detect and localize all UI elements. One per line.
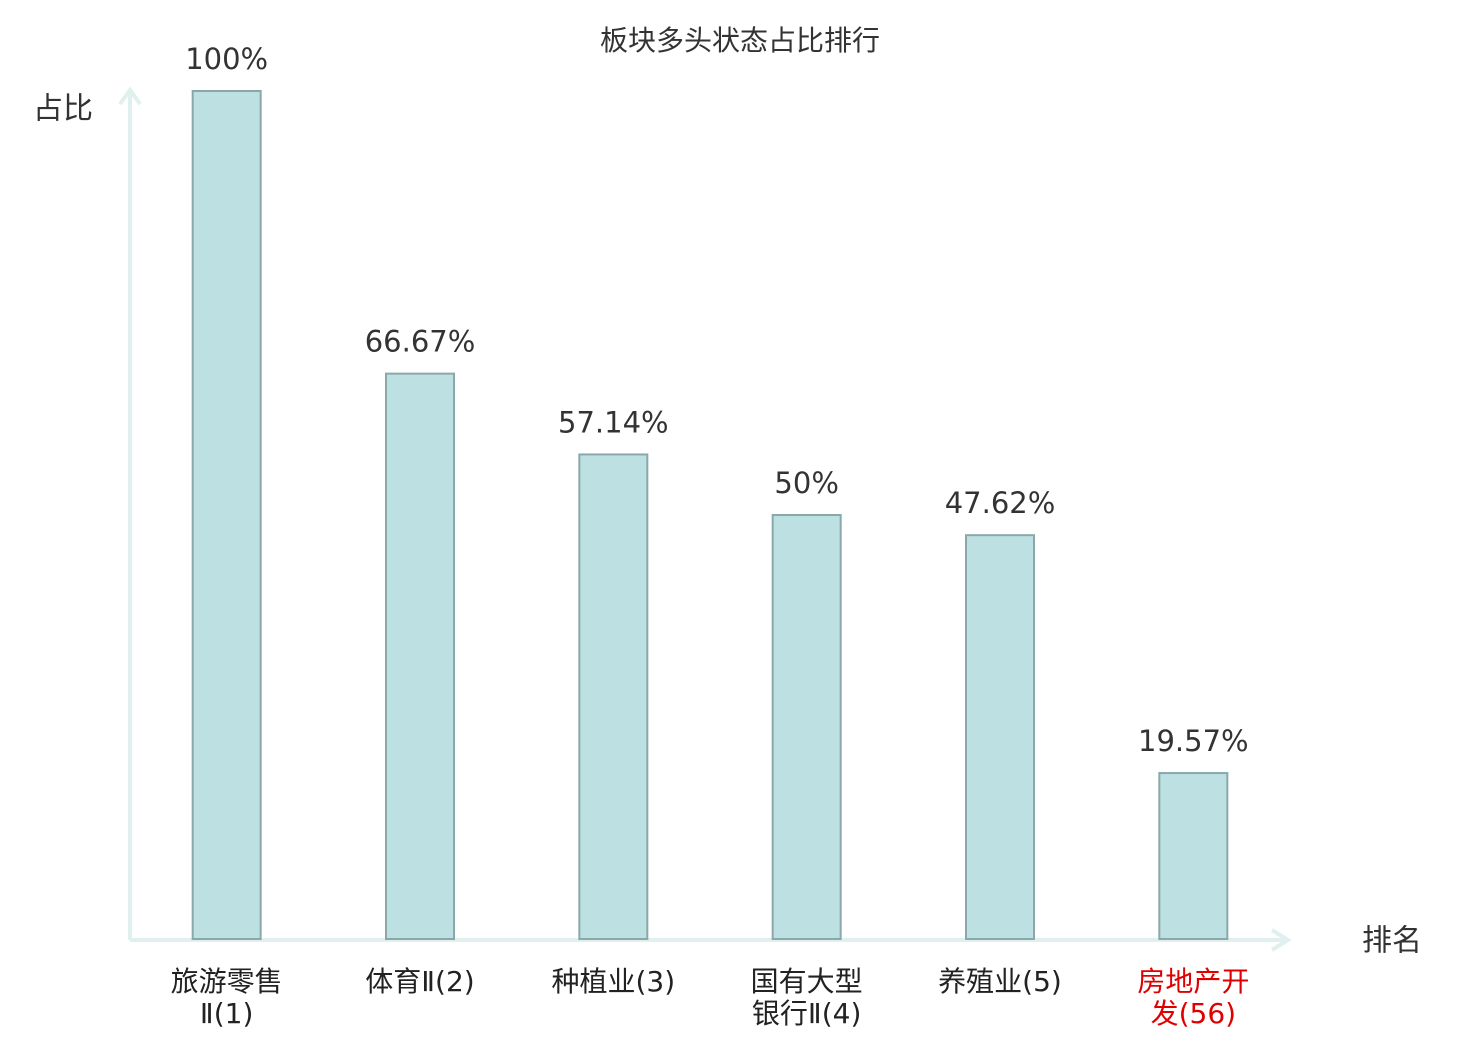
x-tick-label: 养殖业(5) <box>938 965 1062 998</box>
x-tick-label: 旅游零售Ⅱ(1) <box>170 965 283 1030</box>
x-tick-label: 种植业(3) <box>551 965 676 998</box>
value-label: 47.62% <box>945 486 1056 520</box>
bar <box>1158 772 1229 940</box>
value-label: 19.57% <box>1138 724 1249 758</box>
bar <box>965 534 1035 940</box>
value-label: 50% <box>774 466 838 500</box>
x-tick-label: 国有大型银行Ⅱ(4) <box>750 965 863 1030</box>
x-arrow <box>1270 928 1292 952</box>
value-label: 66.67% <box>365 325 476 359</box>
chart-title: 板块多头状态占比排行 <box>600 24 880 57</box>
x-axis-label: 排名 <box>1362 924 1422 959</box>
x-tick-label: 体育Ⅱ(2) <box>365 965 475 998</box>
axes <box>118 86 1292 952</box>
bar <box>191 90 262 940</box>
bar <box>771 514 842 940</box>
y-arrow <box>118 86 142 106</box>
x-tick-label: 房地产开发(56) <box>1137 965 1250 1030</box>
value-label: 57.14% <box>558 405 669 439</box>
value-label: 100% <box>185 42 268 76</box>
bar <box>578 453 649 940</box>
bar <box>385 372 455 940</box>
y-axis-label: 占比 <box>33 92 93 127</box>
